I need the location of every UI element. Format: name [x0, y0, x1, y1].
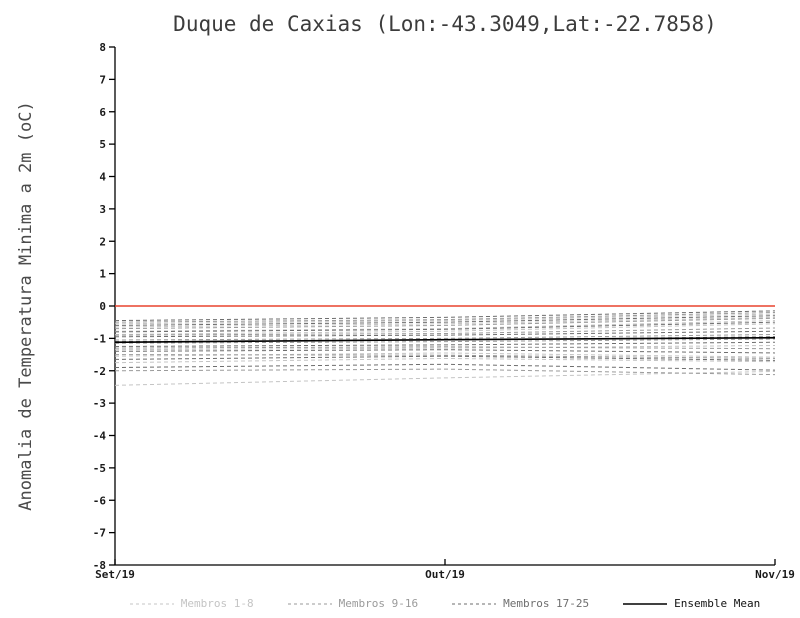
series-line-membro-1	[114, 313, 776, 325]
series-line-membro-20	[114, 330, 776, 338]
series-line-ensemble-mean	[114, 336, 776, 344]
legend-item: Membros 1-8	[129, 597, 254, 610]
series-line-membro-16	[114, 368, 776, 376]
legend-label: Ensemble Mean	[674, 597, 761, 610]
series-line-membro-25	[114, 363, 776, 371]
y-tick-label: -4	[93, 430, 107, 443]
y-tick-label: 6	[99, 106, 106, 119]
x-tick-label: Set/19	[95, 568, 135, 581]
series-line-membro-13	[114, 338, 776, 344]
series-line-membro-11	[114, 327, 776, 336]
x-tick-label: Out/19	[425, 568, 465, 581]
legend-item: Membros 9-16	[287, 597, 419, 610]
legend-label: Membros 1-8	[180, 597, 254, 610]
legend-line-sample	[287, 603, 332, 604]
series-line-membro-4	[114, 323, 776, 335]
series-line-membro-8	[114, 370, 776, 386]
y-tick-label: 4	[99, 171, 106, 184]
y-tick-label: -5	[93, 462, 106, 475]
legend-line-sample	[452, 603, 497, 604]
series-line-membro-5	[114, 344, 776, 351]
series-line-membro-3	[114, 320, 776, 332]
y-tick-label: -2	[93, 365, 106, 378]
legend-line-sample	[623, 602, 668, 605]
series-line-membro-24	[114, 355, 776, 361]
y-tick-label: 5	[99, 138, 106, 151]
series-line-membro-23	[114, 349, 776, 354]
y-tick-label: 8	[99, 41, 106, 54]
legend: Membros 1-8 Membros 9-16 Membros 17-25 Ense…	[115, 597, 775, 610]
series-line-membro-22	[114, 341, 776, 347]
series-line-membro-17	[114, 310, 776, 322]
y-tick-label: 3	[99, 203, 106, 216]
series-line-membro-18	[114, 315, 776, 326]
y-tick-label: -6	[93, 494, 107, 507]
series-line-membro-14	[114, 346, 776, 350]
x-tick-label: Nov/19	[755, 568, 795, 581]
y-tick-label: 1	[99, 268, 106, 281]
series-line-membro-12	[114, 333, 776, 341]
legend-item: Ensemble Mean	[623, 597, 760, 610]
legend-label: Membros 17-25	[503, 597, 590, 610]
legend-line-sample	[129, 603, 174, 604]
series-line-membro-9	[114, 311, 776, 323]
y-tick-label: -8	[93, 559, 106, 572]
series-line-membro-6	[114, 352, 776, 358]
series-line-membro-2	[114, 316, 776, 328]
y-tick-label: 0	[99, 300, 106, 313]
chart-title: Duque de Caxias (Lon:-43.3049,Lat:-22.78…	[173, 12, 717, 36]
y-tick-label: -3	[93, 397, 106, 410]
y-tick-label: 7	[99, 73, 106, 86]
y-tick-label: -1	[93, 332, 107, 345]
legend-label: Membros 9-16	[338, 597, 419, 610]
series-line-membro-7	[114, 357, 776, 364]
legend-item: Membros 17-25	[452, 597, 589, 610]
series-line-membro-10	[114, 317, 776, 330]
y-tick-label: -7	[93, 527, 106, 540]
series-line-membro-19	[114, 321, 776, 333]
series-line-membro-15	[114, 354, 776, 359]
y-tick-label: 2	[99, 235, 106, 248]
